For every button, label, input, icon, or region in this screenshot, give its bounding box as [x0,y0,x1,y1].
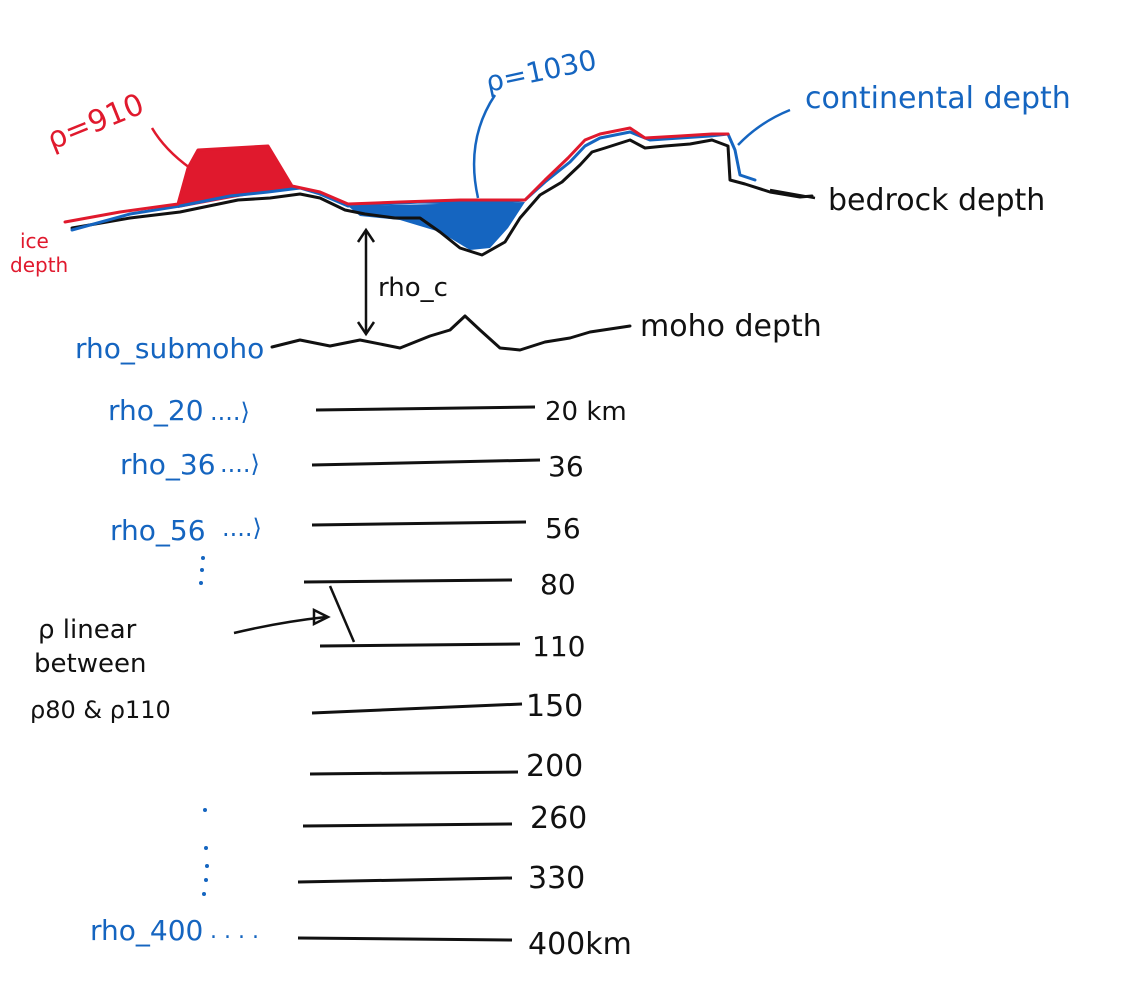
rho-water-label: ρ=1030 [483,43,600,99]
layer-rho-label: rho_400 [90,914,203,947]
layer-56: rho_56 ....⟩ 56 [110,512,581,547]
layer-depth-label: 200 [526,749,583,784]
moho-depth-line [270,314,632,352]
layer-20: rho_20 ....⟩ 20 km [108,394,627,427]
linear-note-line2: between [34,649,146,679]
rho-ice-leader [150,127,191,170]
layer-depth-label: 110 [532,630,585,663]
moho-depth-label: moho depth [640,309,822,344]
layer-line [303,578,513,584]
layer-150: 150 [311,689,583,724]
layer-line [309,770,519,776]
linear-bracket [328,585,356,643]
layer-rho-label: rho_20 [108,394,204,427]
rho-submoho-label: rho_submoho [75,332,264,365]
ice-depth-label-line2: depth [10,253,68,277]
layer-rho-label: rho_56 [110,514,206,547]
bedrock-depth-label: bedrock depth [828,183,1045,218]
layer-line [297,876,513,884]
layer-400: rho_400 . . . . 400km [90,914,632,962]
layer-depth-label: 20 km [545,397,627,427]
layer-200: 200 [309,749,583,784]
layer-line [311,520,527,527]
layer-line [311,702,523,715]
rho-water-leader [472,94,497,199]
layer-rho-label: rho_36 [120,448,216,481]
layer-80: 80 [303,568,576,601]
rho-c-label: rho_c [378,273,448,303]
layer-depth-label: 150 [526,689,583,724]
linear-note-line1: ρ linear [38,615,137,645]
dots-arrow: . . . . [210,919,259,944]
dots-arrow: ....⟩ [222,514,262,542]
continuation-dots-upper [199,556,205,585]
layer-depth-label: 80 [540,568,576,601]
layer-depth-label: 260 [530,801,587,836]
layer-line [297,936,513,942]
layer-depth-label: 400km [528,927,632,962]
layer-330: 330 [297,861,585,896]
continuation-dots-lower [202,808,209,896]
continental-leader [737,108,791,146]
layer-110: 110 [319,630,585,663]
water-body [348,202,525,250]
linear-note-arrowhead [312,607,331,627]
layer-depth-label: 330 [528,861,585,896]
linear-note-arrow [233,615,327,635]
layer-260: 260 [302,801,587,836]
layer-line [315,405,536,412]
layer-line [311,458,541,467]
rho-ice-label: ρ=910 [42,87,149,157]
ice-surface-line [63,126,730,224]
dots-arrow: ....⟩ [220,450,260,478]
crust-thickness-arrow [356,227,376,337]
layer-depth-label: 56 [545,512,581,545]
bedrock-leader [769,188,816,200]
layer-line [302,822,513,828]
layer-36: rho_36 ....⟩ 36 [120,448,584,483]
bedrock-depth-line [70,138,814,257]
layer-depth-label: 36 [548,450,584,483]
ice-depth-label-line1: ice [20,229,49,253]
linear-note-line3: ρ80 & ρ110 [30,696,171,724]
dots-arrow: ....⟩ [210,398,250,426]
layer-line [319,642,521,648]
continental-depth-label: continental depth [805,81,1071,116]
